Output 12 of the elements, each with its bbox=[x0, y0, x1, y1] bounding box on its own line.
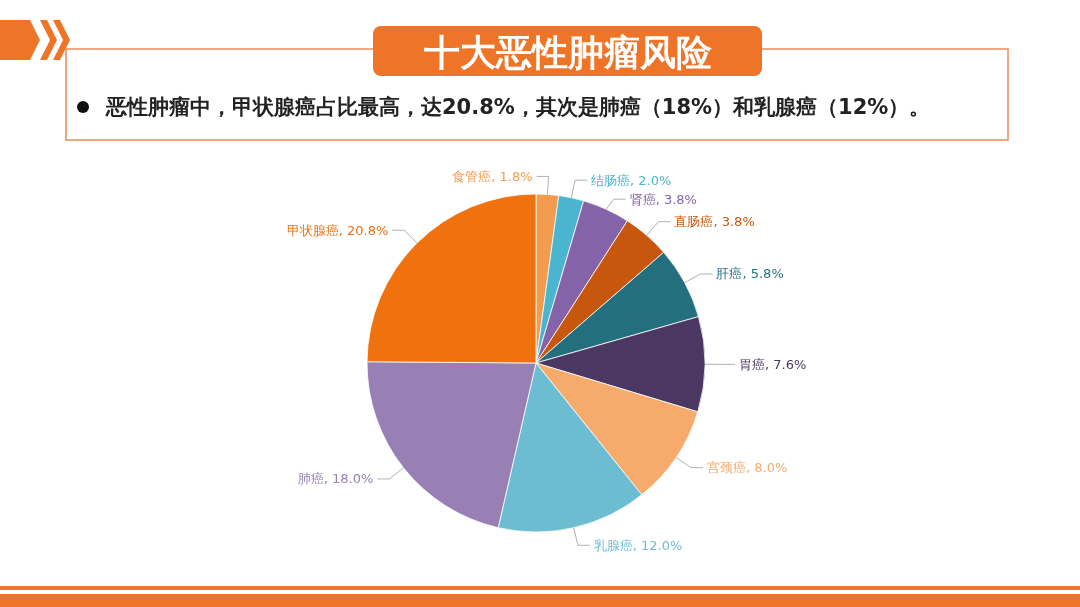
slice-label: 乳腺癌, 12.0% bbox=[593, 537, 683, 553]
chart-title: 十大恶性肿瘤风险 bbox=[423, 31, 712, 73]
slice-label: 宫颈癌, 8.0% bbox=[707, 460, 788, 476]
slice-label: 肾癌, 3.8% bbox=[629, 191, 697, 207]
slice-label: 肺癌, 18.0% bbox=[297, 471, 374, 487]
slice-label: 甲状腺癌, 20.8% bbox=[286, 222, 389, 238]
chart-subtitle: 恶性肿瘤中，甲状腺癌占比最高，达20.8%，其次是肺癌（18%）和乳腺癌（12%）。 bbox=[105, 95, 931, 119]
slice-label: 结肠癌, 2.0% bbox=[591, 172, 672, 188]
slice-label: 直肠癌, 3.8% bbox=[674, 214, 755, 230]
slice-label: 食管癌, 1.8% bbox=[452, 168, 533, 184]
slice-label: 胃癌, 7.6% bbox=[738, 356, 807, 372]
slice-label: 肝癌, 5.8% bbox=[716, 266, 784, 282]
